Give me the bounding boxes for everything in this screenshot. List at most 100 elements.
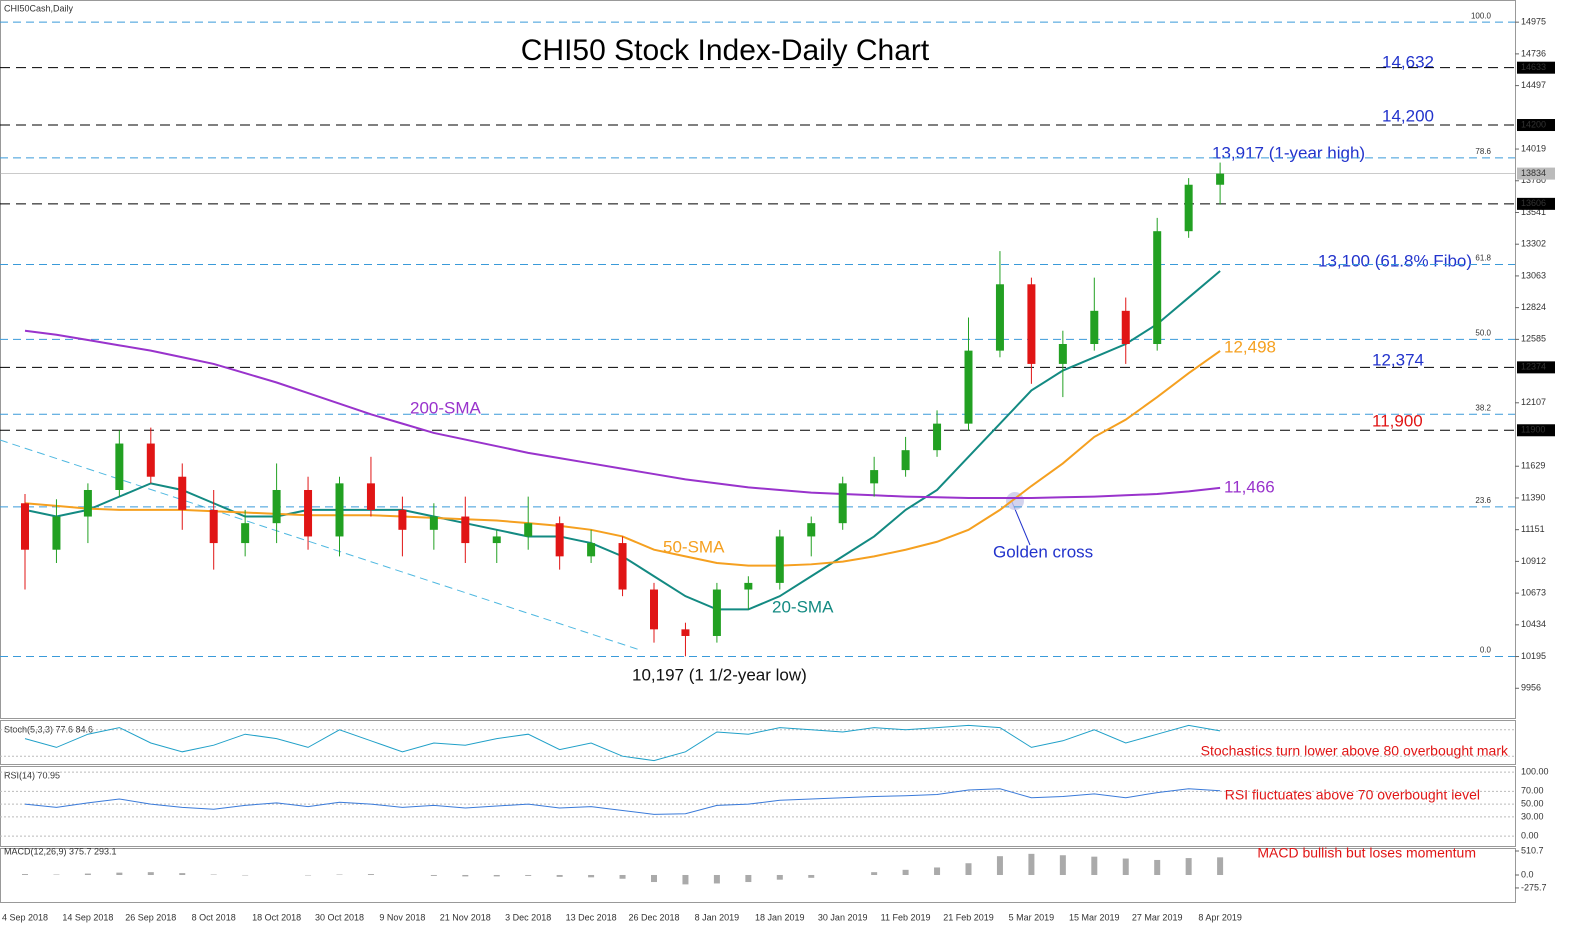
macd-bar [965, 863, 972, 875]
macd-bar [1154, 859, 1161, 875]
candle-body [398, 509, 407, 530]
price-tag [1517, 361, 1555, 374]
sma-label: 50-SMA [663, 537, 725, 556]
macd-bar [651, 874, 657, 883]
y-tick-label: 0.0 [1521, 869, 1534, 879]
x-tick-label: 18 Jan 2019 [755, 912, 805, 922]
macd-bar [1122, 858, 1129, 875]
trend-line [0, 439, 641, 651]
macd-bar [430, 874, 437, 876]
candle-body [1216, 173, 1225, 185]
y-tick-label: 510.7 [1521, 845, 1544, 855]
x-tick-label: 3 Dec 2018 [505, 912, 551, 922]
price-tag [1517, 119, 1555, 132]
macd-bar [1028, 853, 1035, 875]
candle-body [744, 582, 753, 590]
sma-label: 20-SMA [772, 597, 834, 616]
y-tick-label: 30.00 [1521, 811, 1544, 821]
y-tick-label: 9956 [1521, 683, 1541, 693]
y-tick-label: 0.00 [1521, 830, 1539, 840]
annotation: 13,917 (1-year high) [1212, 143, 1365, 162]
y-tick-label: 12585 [1521, 334, 1546, 344]
x-tick-label: 13 Dec 2018 [566, 912, 617, 922]
x-tick-label: 18 Oct 2018 [252, 912, 301, 922]
annotation: 11,900 [1372, 411, 1423, 430]
candle-body [870, 470, 879, 484]
sma-line [24, 329, 1221, 499]
macd-bar [776, 874, 783, 880]
x-tick-label: 26 Sep 2018 [125, 912, 176, 922]
macd-bar [1059, 855, 1066, 875]
macd-bar [1217, 857, 1224, 875]
candle-body [681, 629, 690, 636]
y-tick-label: 11629 [1521, 461, 1545, 471]
candle-body [1058, 344, 1067, 364]
macd-bar [996, 856, 1003, 875]
main-frame [0, 0, 1516, 719]
candle-body [650, 589, 658, 630]
sma-label: 200-SMA [410, 398, 482, 417]
y-tick-label: 13780 [1521, 175, 1546, 185]
macd-bar [745, 874, 752, 883]
fibo-label: 38.2 [1475, 403, 1491, 412]
y-tick-label: 10434 [1521, 619, 1546, 629]
candle-body [115, 443, 124, 490]
macd-bar [713, 874, 720, 884]
macd-bar [588, 874, 595, 878]
y-tick-label: 14497 [1521, 80, 1546, 90]
x-tick-label: 27 Mar 2019 [1132, 912, 1183, 922]
macd-frame [0, 848, 1516, 903]
macd-bar [147, 872, 154, 875]
y-tick-label: 12107 [1521, 397, 1546, 407]
candle-body [21, 503, 29, 550]
candle-body [618, 543, 627, 590]
y-tick-label: 14975 [1521, 17, 1546, 27]
y-tick-label: 50.00 [1521, 798, 1544, 808]
x-tick-label: 15 Mar 2019 [1069, 912, 1120, 922]
macd-bar [367, 874, 374, 875]
macd-bar [22, 874, 28, 875]
candle-body [366, 483, 375, 510]
y-tick-label: 11390 [1521, 492, 1545, 502]
annotation: 11,466 [1224, 477, 1275, 496]
x-tick-label: 9 Nov 2018 [379, 912, 425, 922]
candle-body [1121, 310, 1130, 345]
candle-body [83, 489, 92, 517]
fibo-label: 50.0 [1475, 328, 1491, 337]
fibo-label: 100.0 [1471, 11, 1492, 20]
candle-body [933, 423, 942, 451]
x-tick-label: 21 Nov 2018 [440, 912, 491, 922]
stoch-frame [0, 720, 1516, 765]
candle-body [807, 523, 816, 537]
panel-note: MACD bullish but loses momentum [1257, 845, 1476, 861]
fibo-label: 23.6 [1475, 496, 1491, 505]
macd-bar [525, 874, 532, 876]
annotation: 13,100 (61.8% Fibo) [1318, 251, 1472, 270]
y-tick-label: 11151 [1521, 524, 1545, 534]
macd-bar [1185, 858, 1192, 875]
price-tag [1517, 197, 1555, 210]
x-tick-label: 8 Oct 2018 [192, 912, 236, 922]
y-tick-label: -275.7 [1521, 882, 1547, 892]
price-tag-label: 11900 [1521, 425, 1545, 435]
x-tick-label: 11 Feb 2019 [881, 912, 931, 922]
y-tick-label: 100.00 [1521, 766, 1549, 776]
candle-body [838, 483, 847, 524]
price-tag [1517, 167, 1555, 180]
annotation: 12,374 [1372, 350, 1424, 369]
x-tick-label: 30 Oct 2018 [315, 912, 364, 922]
panel-note: RSI fluctuates above 70 overbought level [1225, 787, 1480, 803]
price-tag [1517, 424, 1555, 437]
y-tick-label: 70.00 [1521, 786, 1544, 796]
candle-body [209, 509, 218, 544]
candle-body [304, 489, 313, 537]
stoch-line [24, 724, 1221, 762]
x-tick-label: 5 Mar 2019 [1009, 912, 1055, 922]
x-tick-label: 8 Apr 2019 [1198, 912, 1242, 922]
candle-body [587, 543, 596, 557]
macd-bar [84, 873, 91, 875]
candle-body [492, 536, 501, 544]
candle-body [429, 516, 438, 530]
candle-body [52, 516, 61, 550]
